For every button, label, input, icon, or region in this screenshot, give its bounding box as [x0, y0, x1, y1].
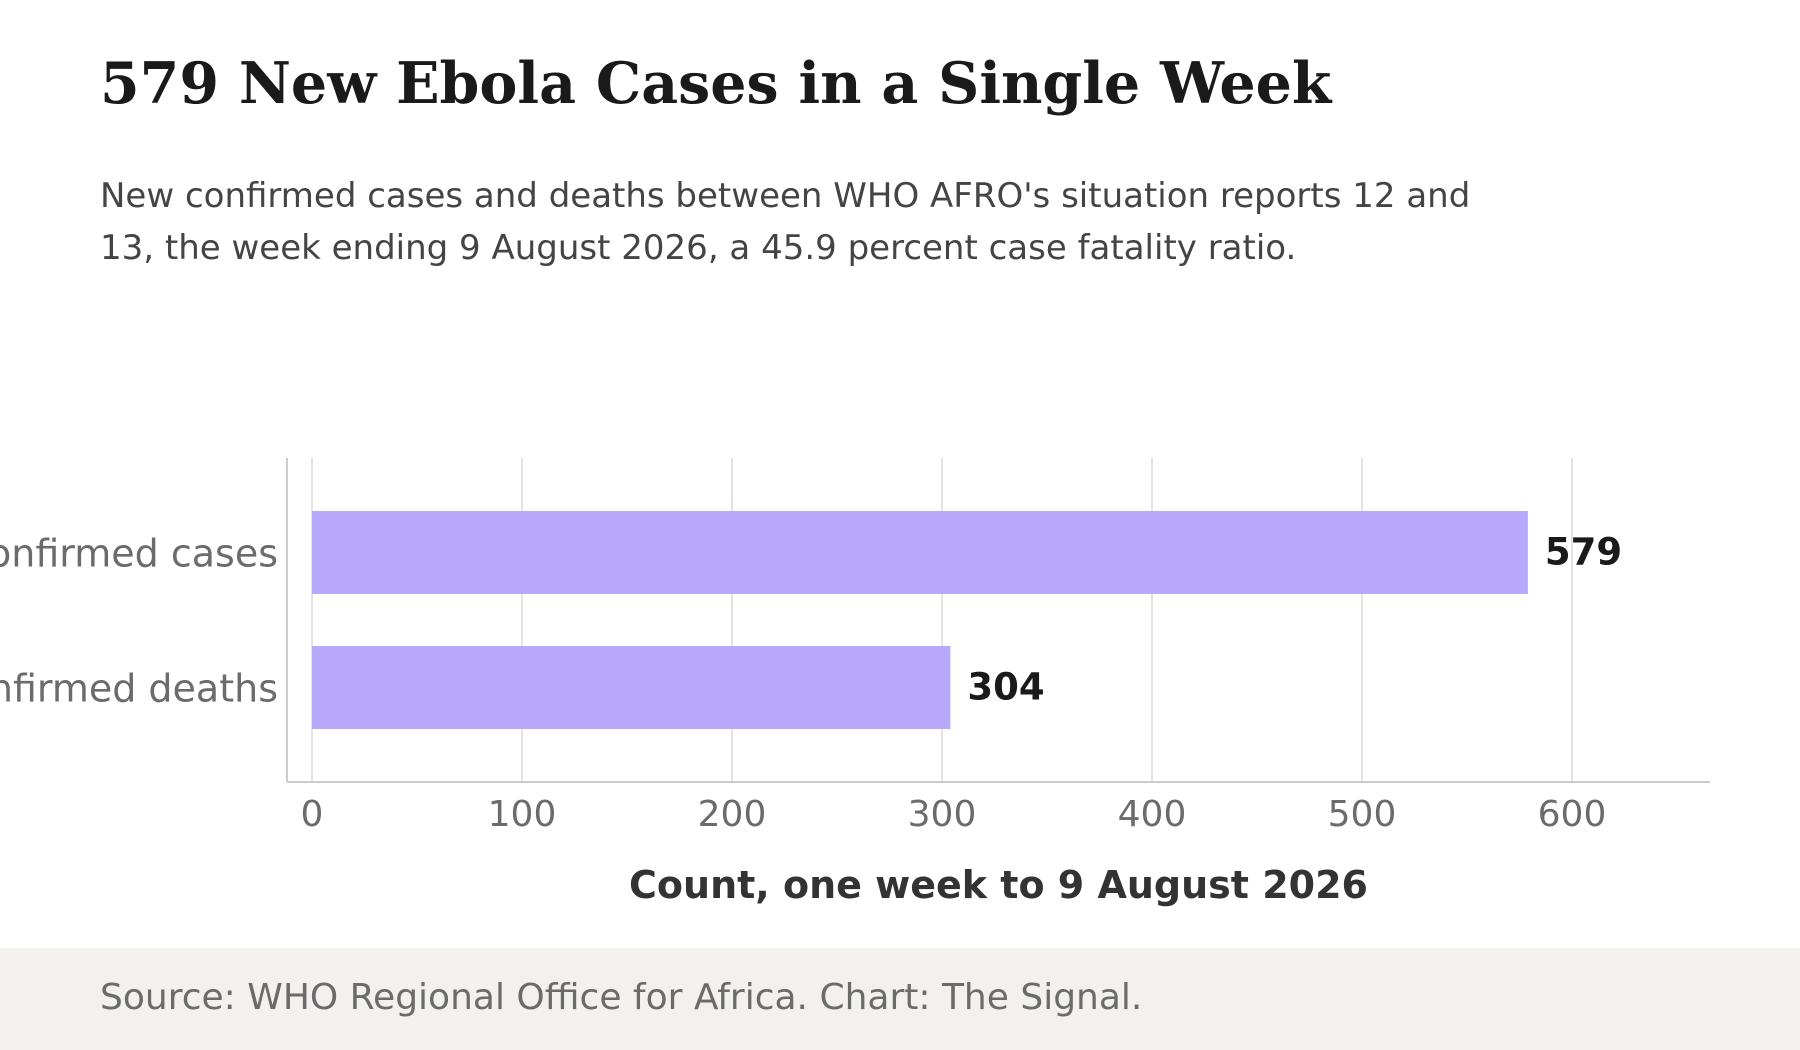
- bars: [312, 511, 1528, 729]
- x-tick-label: 200: [698, 794, 767, 835]
- x-tick-label: 500: [1328, 794, 1397, 835]
- x-tick-label: 400: [1118, 794, 1187, 835]
- gridlines: [311, 458, 1573, 782]
- value-label: 579: [1545, 531, 1622, 574]
- chart-subtitle: New confirmed cases and deaths between W…: [100, 176, 1471, 268]
- bar-cases: [312, 511, 1528, 594]
- x-axis-title: Count, one week to 9 August 2026: [629, 863, 1368, 907]
- chart-title: 579 New Ebola Cases in a Single Week: [100, 50, 1332, 117]
- labels: 0 100 200 300 400 500 600 579 New confirmed case…: [0, 531, 1622, 908]
- source-note: Source: WHO Regional Office for Africa. …: [100, 977, 1143, 1018]
- x-tick-label: 600: [1538, 794, 1607, 835]
- x-tick-label: 0: [301, 794, 324, 835]
- category-label: New confirmed cases: [0, 532, 278, 576]
- footer: Source: WHO Regional Office for Africa. …: [0, 948, 1800, 1050]
- x-tick-label: 300: [908, 794, 977, 835]
- axes: [286, 458, 1710, 783]
- value-label: 304: [967, 666, 1044, 709]
- category-label: New confirmed deaths: [0, 667, 278, 711]
- bar-deaths: [312, 646, 951, 729]
- x-tick-label: 100: [488, 794, 557, 835]
- bar-chart: 0 100 200 300 400 500 600 579 New confirmed case…: [0, 458, 1710, 908]
